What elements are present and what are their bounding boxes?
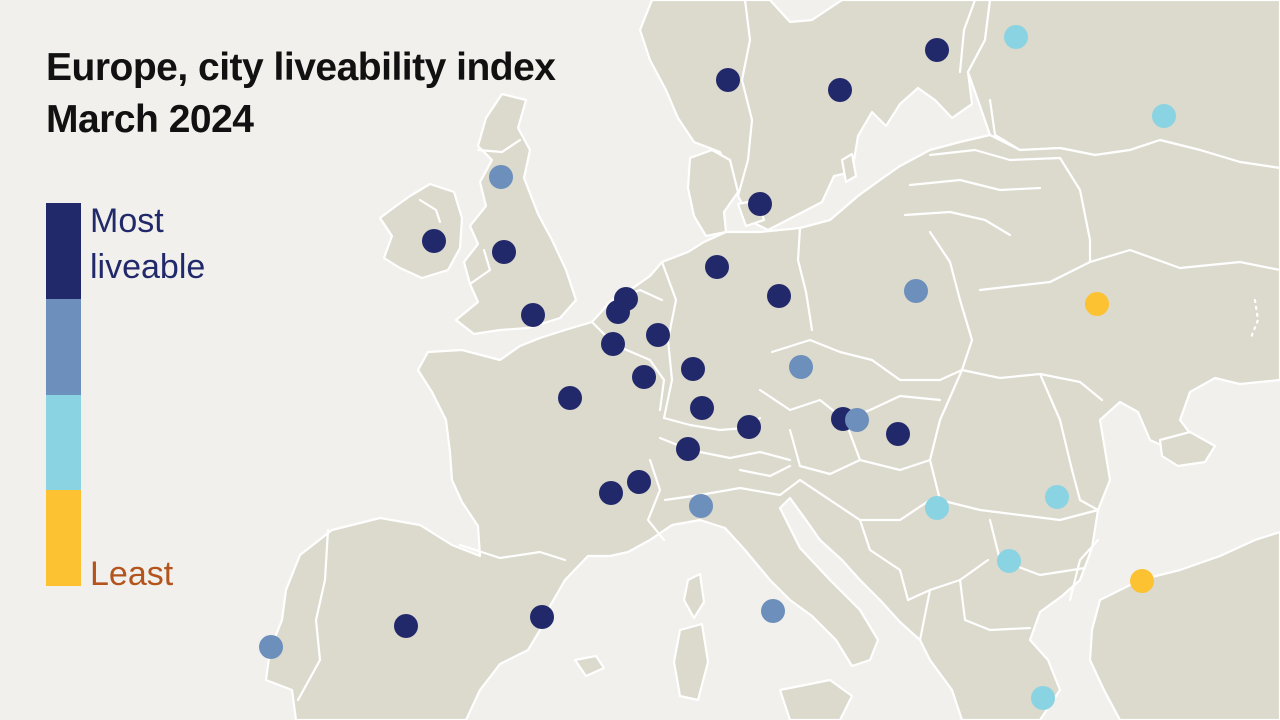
city-marker-tier-3 bbox=[1045, 485, 1069, 509]
cities-layer bbox=[259, 25, 1176, 710]
city-marker-tier-1 bbox=[632, 365, 656, 389]
country-borders bbox=[296, 0, 1280, 702]
title-line-1: Europe, city liveability index bbox=[46, 46, 556, 89]
city-marker-tier-2 bbox=[689, 494, 713, 518]
city-marker-tier-1 bbox=[886, 422, 910, 446]
city-marker-tier-1 bbox=[828, 78, 852, 102]
city-marker-tier-1 bbox=[599, 481, 623, 505]
city-marker-tier-2 bbox=[489, 165, 513, 189]
legend-swatch-tier-2 bbox=[46, 298, 81, 395]
city-marker-tier-3 bbox=[1004, 25, 1028, 49]
city-marker-tier-1 bbox=[627, 470, 651, 494]
city-marker-tier-3 bbox=[925, 496, 949, 520]
gotland-landmass bbox=[840, 152, 858, 184]
map-title: Europe, city liveability index March 202… bbox=[46, 42, 556, 146]
city-marker-tier-1 bbox=[690, 396, 714, 420]
scandinavia-landmass bbox=[638, 0, 992, 232]
city-marker-tier-2 bbox=[761, 599, 785, 623]
city-marker-tier-1 bbox=[767, 284, 791, 308]
legend-most-liveable-label: Most liveable bbox=[90, 202, 206, 286]
city-marker-tier-1 bbox=[422, 229, 446, 253]
city-marker-tier-1 bbox=[646, 323, 670, 347]
city-marker-tier-1 bbox=[521, 303, 545, 327]
city-marker-tier-1 bbox=[558, 386, 582, 410]
legend-least-label: Least bbox=[90, 555, 174, 593]
legend-color-scale bbox=[46, 203, 81, 586]
sardinia-landmass bbox=[672, 622, 710, 702]
city-marker-tier-1 bbox=[676, 437, 700, 461]
city-marker-tier-2 bbox=[259, 635, 283, 659]
city-marker-tier-2 bbox=[845, 408, 869, 432]
balearic-landmass bbox=[573, 654, 606, 678]
city-marker-tier-2 bbox=[789, 355, 813, 379]
city-marker-tier-1 bbox=[925, 38, 949, 62]
city-marker-tier-1 bbox=[748, 192, 772, 216]
city-marker-tier-1 bbox=[681, 357, 705, 381]
city-marker-tier-1 bbox=[737, 415, 761, 439]
city-marker-tier-1 bbox=[705, 255, 729, 279]
legend-swatch-tier-4 bbox=[46, 490, 81, 586]
legend-swatch-tier-1 bbox=[46, 203, 81, 299]
city-marker-tier-3 bbox=[1031, 686, 1055, 710]
city-marker-tier-1 bbox=[394, 614, 418, 638]
ireland-landmass bbox=[378, 182, 464, 280]
denmark-landmass bbox=[686, 148, 740, 238]
city-marker-tier-1 bbox=[492, 240, 516, 264]
city-marker-tier-4 bbox=[1130, 569, 1154, 593]
city-marker-tier-1 bbox=[716, 68, 740, 92]
city-marker-tier-3 bbox=[1152, 104, 1176, 128]
sicily-landmass bbox=[778, 678, 854, 720]
anatolia-landmass bbox=[1088, 530, 1280, 720]
title-line-2: March 2024 bbox=[46, 98, 254, 141]
city-marker-tier-4 bbox=[1085, 292, 1109, 316]
crimea-landmass bbox=[1158, 430, 1217, 468]
corsica-landmass bbox=[682, 572, 706, 620]
city-marker-tier-2 bbox=[904, 279, 928, 303]
city-marker-tier-1 bbox=[530, 605, 554, 629]
city-marker-tier-1 bbox=[601, 332, 625, 356]
city-marker-tier-1 bbox=[606, 300, 630, 324]
city-marker-tier-3 bbox=[997, 549, 1021, 573]
legend-swatch-tier-3 bbox=[46, 394, 81, 491]
